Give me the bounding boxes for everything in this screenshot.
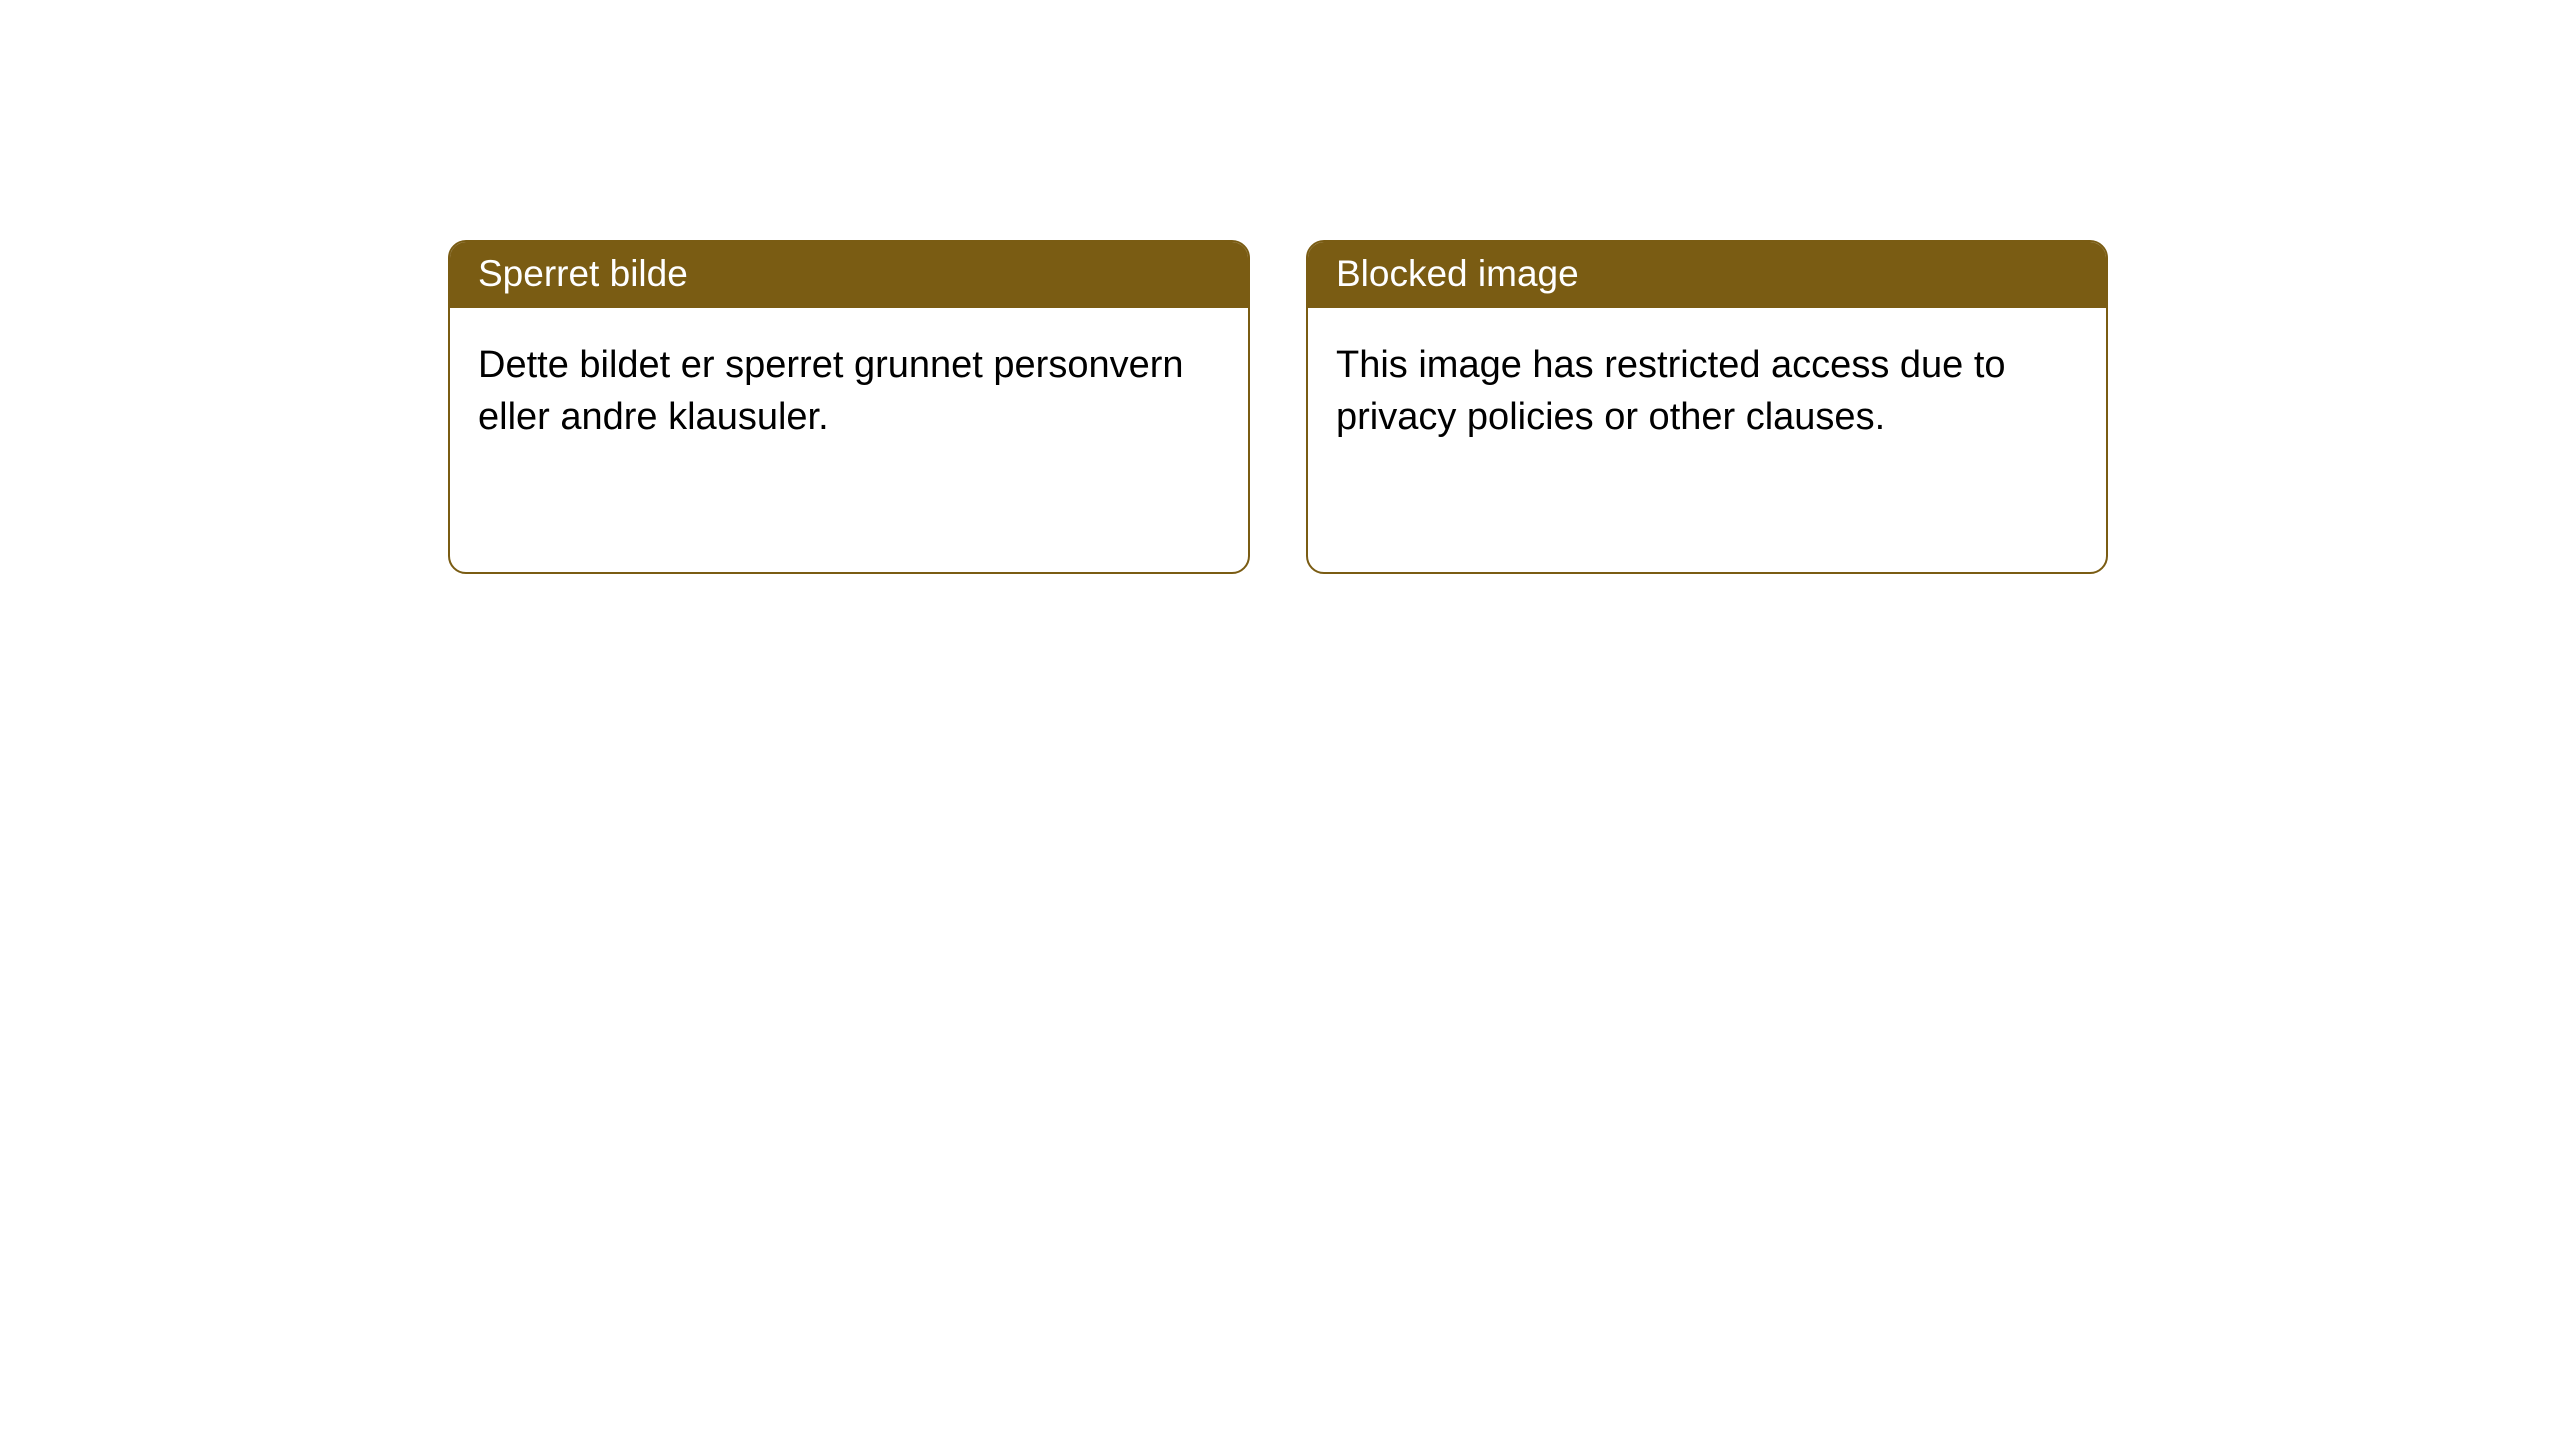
card-body: This image has restricted access due to … <box>1308 308 2106 475</box>
cards-container: Sperret bilde Dette bildet er sperret gr… <box>0 0 2560 574</box>
blocked-image-card-en: Blocked image This image has restricted … <box>1306 240 2108 574</box>
card-body: Dette bildet er sperret grunnet personve… <box>450 308 1248 475</box>
card-title: Sperret bilde <box>450 242 1248 308</box>
card-title: Blocked image <box>1308 242 2106 308</box>
blocked-image-card-no: Sperret bilde Dette bildet er sperret gr… <box>448 240 1250 574</box>
